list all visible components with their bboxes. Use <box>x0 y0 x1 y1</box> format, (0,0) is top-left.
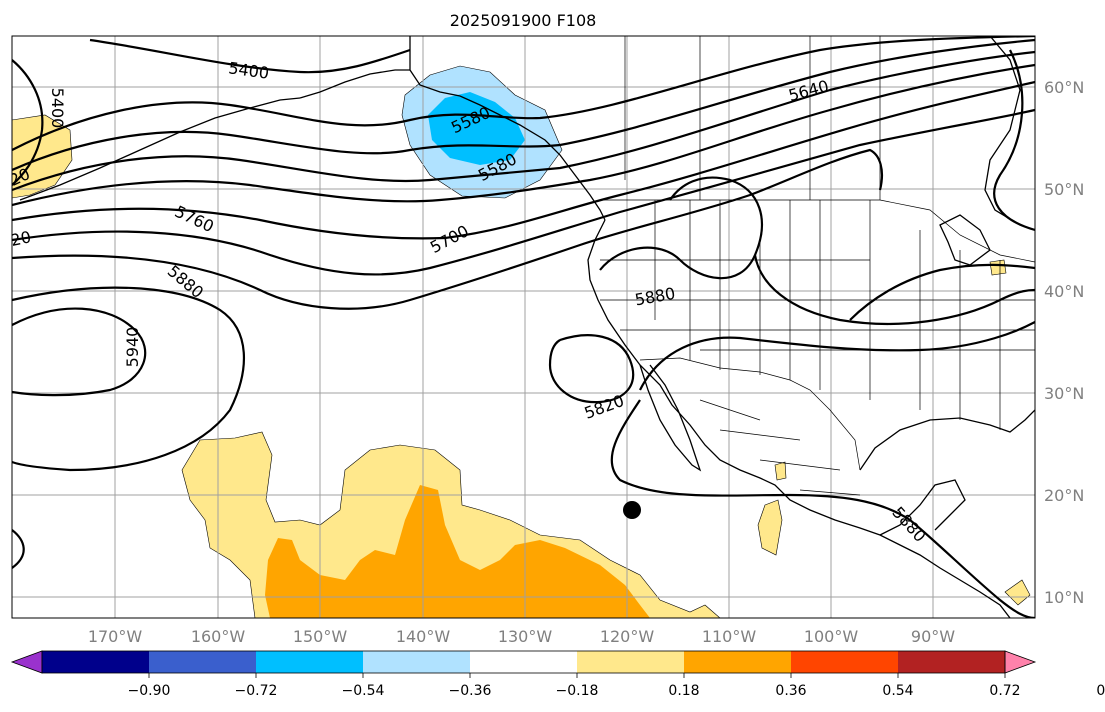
contour-sw-corner <box>12 529 25 569</box>
latitude-axis: 60°N 50°N 40°N 30°N 20°N 10°N <box>1044 78 1084 607</box>
shaded-anomaly-field <box>12 65 1031 618</box>
baja-california <box>639 364 702 472</box>
map-title: 2025091900 F108 <box>450 11 597 30</box>
latitude-label: 10°N <box>1044 588 1084 607</box>
map-frame <box>11 35 1036 619</box>
graticule <box>12 36 1035 618</box>
colorbar-ticks: −0.90 −0.72 −0.54 −0.36 −0.18 0.18 0.36 0.54 0.7… <box>128 673 1105 699</box>
contour-5820-closed <box>548 334 635 404</box>
colorbar-tick-label: 0.36 <box>775 683 806 699</box>
colorbar-tick-label: −0.18 <box>556 683 599 699</box>
contour-label: 20 <box>9 227 33 250</box>
political-borders <box>409 36 1035 496</box>
colorbar-extend-high <box>1004 650 1037 674</box>
contour-5940 <box>12 307 147 397</box>
alaska-peninsula <box>299 69 410 99</box>
colorbar: −0.90 −0.72 −0.54 −0.36 −0.18 0.18 0.36 0.54 0.7… <box>10 650 1105 699</box>
us-canada-border <box>600 199 1035 263</box>
longitude-label: 150°W <box>293 627 348 646</box>
contour-5580 <box>12 50 1035 192</box>
colorbar-segment <box>42 651 150 673</box>
colorbar-extend-low <box>10 650 43 674</box>
colorbar-segment <box>791 651 899 673</box>
colorbar-frame <box>41 650 1006 674</box>
contour-5880-east <box>753 254 1035 325</box>
longitude-label: 160°W <box>191 627 246 646</box>
shade-positive-mid-pacific <box>265 485 650 618</box>
colorbar-tick-label: −0.36 <box>449 683 492 699</box>
contour-b <box>12 38 1035 172</box>
contour-5880-west <box>12 286 246 472</box>
colorbar-tick-label: −0.54 <box>342 683 385 699</box>
contour-5820-lower <box>639 321 1035 391</box>
alaska-coast <box>409 36 606 221</box>
latitude-label: 60°N <box>1044 78 1084 97</box>
colorbar-segment <box>898 651 1006 673</box>
colorbar-segment <box>577 651 685 673</box>
colorbar-tick-label: 0.90 <box>1096 683 1105 699</box>
colorbar-segment <box>363 651 471 673</box>
contour-5760 <box>12 108 1035 276</box>
latitude-label: 50°N <box>1044 180 1084 199</box>
longitude-label: 130°W <box>498 627 553 646</box>
contour-label: 20 <box>6 164 32 190</box>
us-state-lines <box>600 200 1035 430</box>
canada-provinces <box>624 36 881 200</box>
colorbar-tick-label: 0.54 <box>882 683 913 699</box>
yucatan-coast <box>879 479 966 536</box>
latitude-label: 20°N <box>1044 486 1084 505</box>
shade-positive-light-mexico-coast <box>774 461 787 481</box>
contour-5820-upper <box>12 148 884 310</box>
contour-label: 5400 <box>48 88 67 129</box>
longitude-label: 120°W <box>600 627 655 646</box>
colorbar-tick-label: 0.72 <box>989 683 1020 699</box>
map-area: 5400 5400 20 20 5760 5880 5940 5700 5640… <box>6 36 1035 618</box>
shade-positive-light-cabo <box>757 499 783 556</box>
latitude-label: 40°N <box>1044 282 1084 301</box>
contour-5700 <box>12 80 1035 240</box>
latitude-label: 30°N <box>1044 384 1084 403</box>
longitude-label: 90°W <box>911 627 955 646</box>
colorbar-segment <box>149 651 257 673</box>
longitude-label: 170°W <box>88 627 143 646</box>
contour-5640 <box>12 63 1035 207</box>
colorbar-segment <box>256 651 364 673</box>
storm-center-marker <box>623 501 641 519</box>
contour-a <box>12 36 1035 151</box>
great-lakes <box>939 214 991 266</box>
colorbar-segment <box>684 651 792 673</box>
west-coast-us <box>587 219 1011 618</box>
colorbar-segment <box>470 651 578 673</box>
shade-positive-light-central-america <box>1004 579 1031 606</box>
shade-positive-light-great-lakes <box>989 259 1007 276</box>
longitude-axis: 170°W 160°W 150°W 140°W 130°W 120°W 110°… <box>88 627 955 646</box>
longitude-label: 140°W <box>396 627 451 646</box>
longitude-label: 100°W <box>804 627 859 646</box>
colorbar-tick-label: −0.90 <box>128 683 171 699</box>
colorbar-tick-label: 0.18 <box>668 683 699 699</box>
contour-5400-north <box>89 38 411 74</box>
height-contours <box>12 36 1035 618</box>
contour-hudson <box>993 49 1035 232</box>
contour-5880-south <box>610 399 1035 618</box>
colorbar-tick-label: −0.72 <box>235 683 278 699</box>
longitude-label: 110°W <box>702 627 757 646</box>
contour-5400-northwest <box>12 59 44 186</box>
contour-label: 5940 <box>123 327 142 368</box>
contour-5880-mexico <box>849 263 1035 321</box>
colorbar-segments <box>10 650 1037 674</box>
mexico-states <box>699 399 861 496</box>
